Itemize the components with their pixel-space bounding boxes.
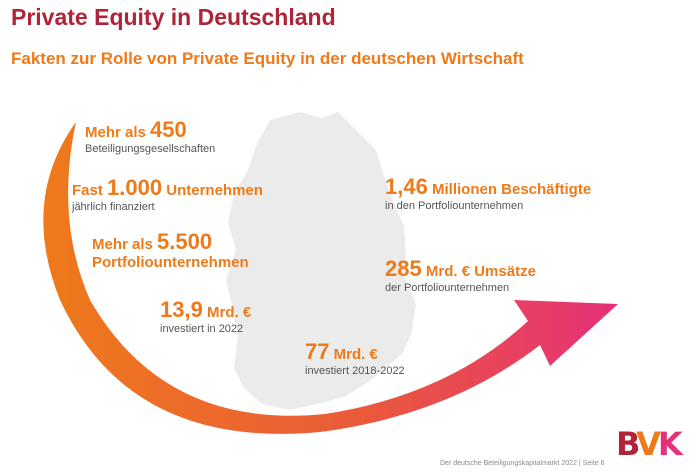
- fact-caption: in den Portfoliounternehmen: [385, 200, 524, 213]
- fact-investment-firms: Mehr als 450 Beteiligungsgesellschaften: [85, 117, 216, 156]
- fact-invested-2022: 13,9 Mrd. € investiert in 2022: [160, 297, 252, 336]
- fact-companies-financed: Fast 1.000 Unternehmen jährlich finanzie…: [72, 175, 263, 214]
- fact-caption: investiert in 2022: [160, 323, 244, 336]
- fact-revenues: 285 Mrd. € Umsätze der Portfoliounterneh…: [385, 256, 536, 295]
- fact-portfolio-companies: Mehr als 5.500 Portfoliounternehmen: [92, 229, 249, 272]
- fact-caption: investiert 2018-2022: [305, 365, 405, 378]
- fact-invested-2018-2022: 77 Mrd. € investiert 2018-2022: [305, 339, 405, 378]
- bvk-logo: BVK: [616, 425, 683, 463]
- page-subtitle: Fakten zur Rolle von Private Equity in d…: [11, 49, 524, 68]
- fact-caption: Beteiligungsgesellschaften: [85, 143, 216, 156]
- fact-employees: 1,46 Millionen Beschäftigte in den Portf…: [385, 174, 592, 213]
- fact-caption: jährlich finanziert: [72, 201, 155, 214]
- page-title: Private Equity in Deutschland: [11, 4, 336, 30]
- fact-caption: der Portfoliounternehmen: [385, 282, 510, 295]
- footer-text: Der deutsche Beteiligungskapitalmarkt 20…: [440, 460, 605, 467]
- fact-caption: Portfoliounternehmen: [92, 254, 249, 272]
